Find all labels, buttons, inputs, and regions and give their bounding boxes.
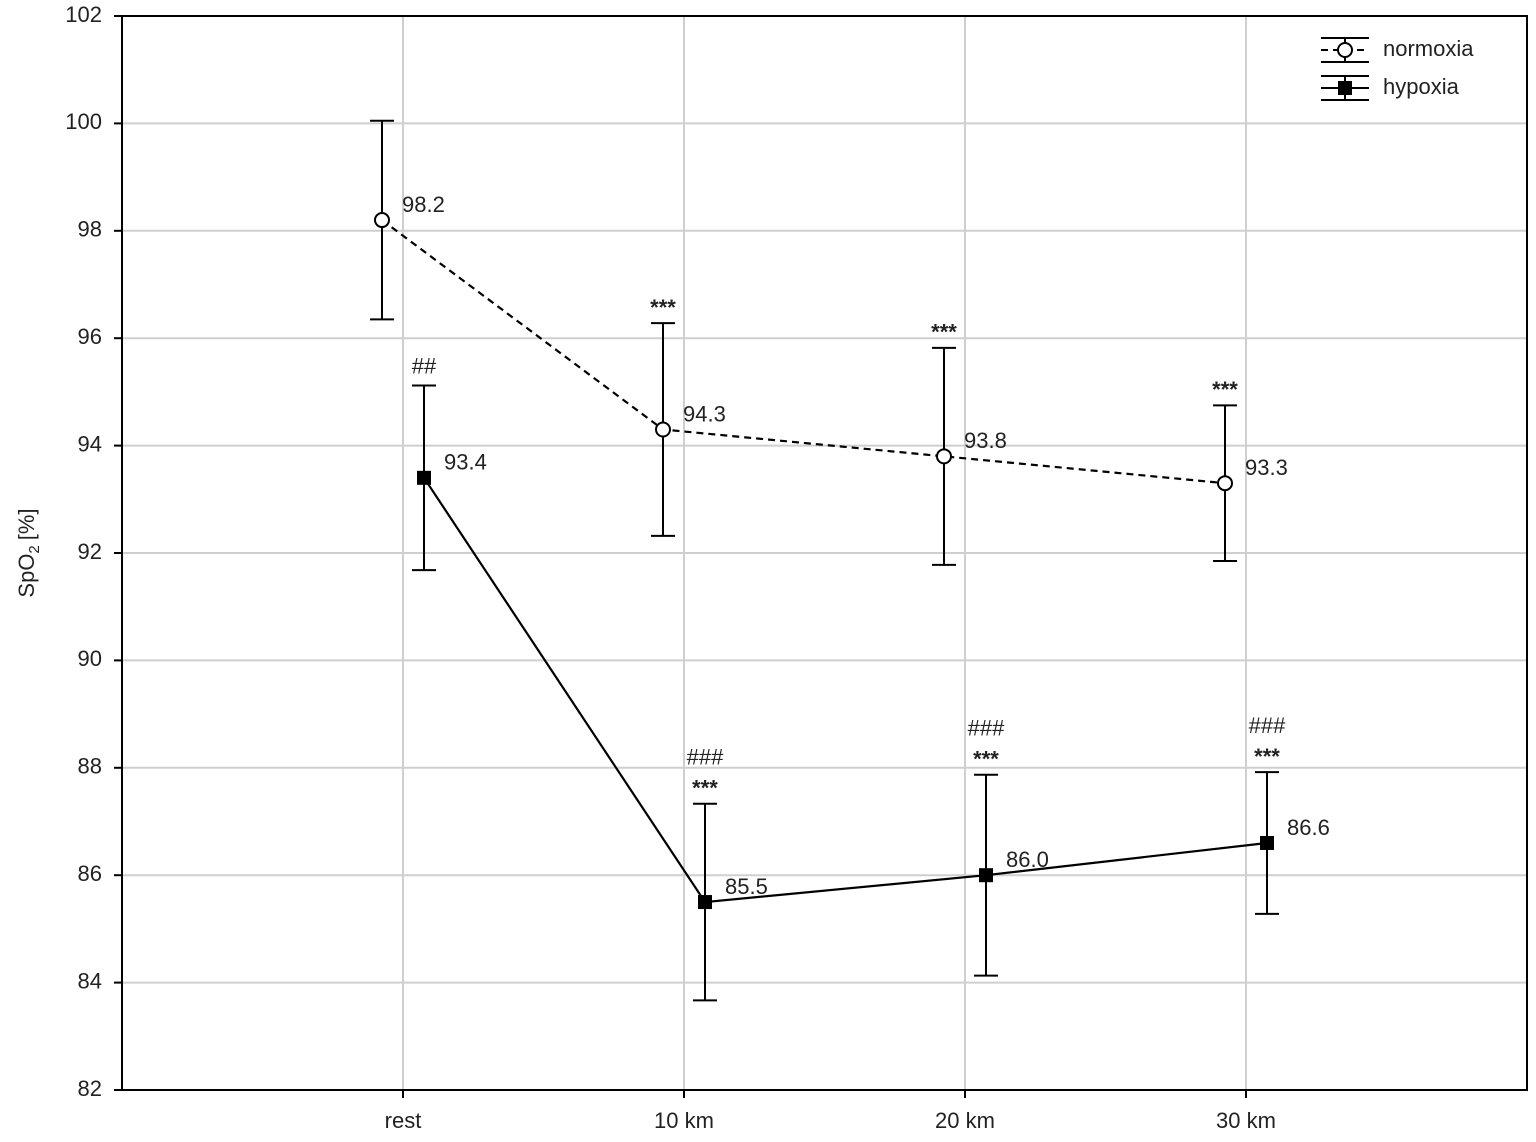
point: [1260, 835, 1274, 850]
y-tick-label: 100: [65, 109, 102, 134]
y-label-unit: [%]: [14, 508, 39, 540]
legend: normoxia hypoxia: [1321, 36, 1474, 101]
point: [936, 448, 952, 465]
significance-stars: ***: [1254, 744, 1280, 769]
value-label: 93.3: [1245, 455, 1288, 480]
value-label: 98.2: [402, 192, 445, 217]
series-line: [381, 219, 1226, 485]
y-axis-label: SpO2 [%]: [14, 508, 43, 597]
legend-label: normoxia: [1383, 36, 1474, 61]
significance-stars: ***: [931, 320, 957, 345]
significance-stars: ***: [650, 295, 676, 320]
y-tick-label: 88: [78, 754, 102, 779]
y-tick-label: 84: [78, 968, 102, 993]
x-tick-label: 20 km: [935, 1108, 995, 1133]
y-tick-label: 92: [78, 539, 102, 564]
significance-hashes: ###: [968, 716, 1005, 741]
y-tick-label: 82: [78, 1076, 102, 1101]
y-tick-label: 102: [65, 2, 102, 27]
point: [1337, 42, 1353, 58]
x-tick-label: rest: [385, 1108, 422, 1133]
value-label: 85.5: [725, 874, 768, 899]
significance-stars: ***: [1212, 377, 1238, 402]
x-tick-label: 10 km: [654, 1108, 714, 1133]
series-line: [423, 477, 1268, 904]
point: [374, 212, 390, 229]
significance-hashes: ##: [412, 353, 437, 378]
y-tick-label: 98: [78, 217, 102, 242]
y-tick-label: 94: [78, 431, 102, 456]
point: [1217, 475, 1233, 492]
point: [1338, 81, 1352, 95]
significance-hashes: ###: [1249, 713, 1286, 738]
y-tick-label: 96: [78, 324, 102, 349]
x-tick-label: 30 km: [1216, 1108, 1276, 1133]
value-label: 86.6: [1287, 815, 1330, 840]
significance-stars: ***: [692, 776, 718, 801]
point: [417, 470, 431, 485]
value-label: 86.0: [1006, 847, 1049, 872]
significance-stars: ***: [973, 747, 999, 772]
value-label: 94.3: [683, 401, 726, 426]
value-label: 93.8: [964, 428, 1007, 453]
y-label-main: SpO: [14, 554, 39, 598]
y-tick-label: 90: [78, 646, 102, 671]
y-tick-label: 86: [78, 861, 102, 886]
point: [655, 421, 671, 438]
legend-label: hypoxia: [1383, 74, 1460, 99]
value-label: 93.4: [444, 450, 487, 475]
plot-frame: [121, 15, 1528, 1091]
point: [979, 868, 993, 883]
y-label-sub: 2: [26, 545, 43, 553]
significance-hashes: ###: [687, 745, 724, 770]
point: [698, 895, 712, 910]
